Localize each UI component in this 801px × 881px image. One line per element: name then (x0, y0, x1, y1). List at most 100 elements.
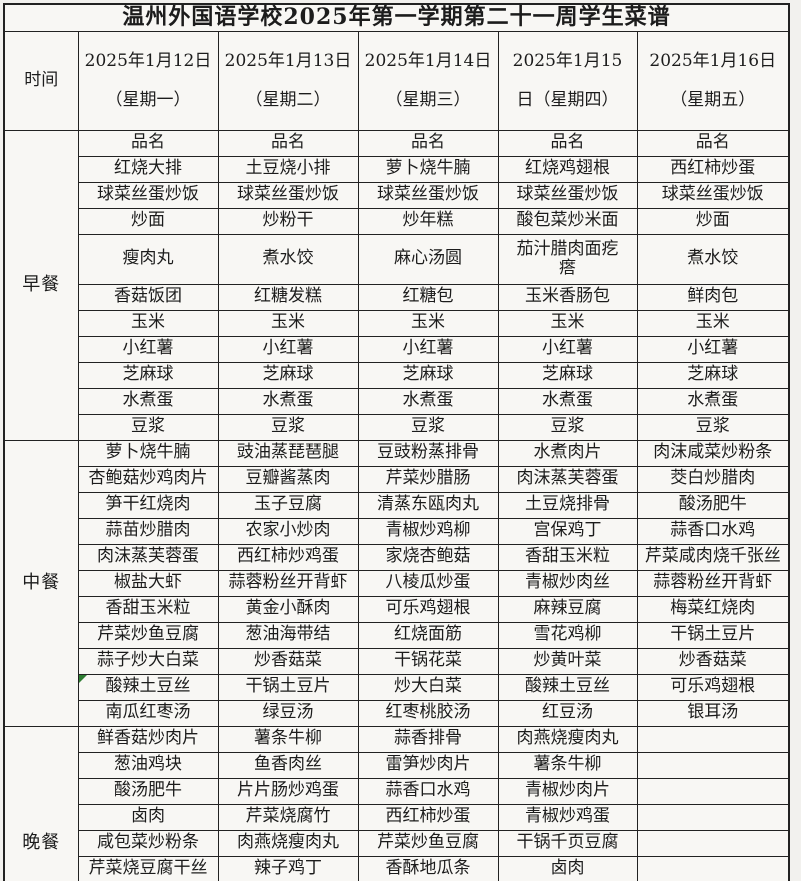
menu-cell: 豆浆 (77, 413, 219, 441)
menu-cell: 芝麻球 (77, 361, 219, 389)
product-name-header: 品名 (357, 129, 499, 157)
menu-cell: 蒜香口水鸡 (357, 777, 499, 805)
menu-row: 水煮蛋 水煮蛋 水煮蛋 水煮蛋 水煮蛋 (4, 387, 790, 415)
menu-row: 芹菜炒鱼豆腐 葱油海带结 红烧面筋 雪花鸡柳 干锅土豆片 (4, 621, 790, 649)
menu-cell: 清蒸东瓯肉丸 (357, 491, 499, 519)
day-weekday: （星期二） (245, 89, 331, 110)
menu-cell: 玉子豆腐 (217, 491, 359, 519)
menu-cell: 雷笋炒肉片 (357, 751, 499, 779)
menu-cell: 萝卜烧牛腩 (357, 155, 499, 183)
day-weekday: 日（星期四） (516, 89, 619, 110)
menu-cell: 豆浆 (357, 413, 499, 441)
menu-cell: 芹菜炒鱼豆腐 (357, 829, 499, 857)
menu-row: 杏鲍菇炒鸡肉片 豆瓣酱蒸肉 芹菜炒腊肠 肉沫蒸芙蓉蛋 茭白炒腊肉 (4, 465, 790, 493)
menu-cell: 豆浆 (497, 413, 638, 441)
menu-cell: 小红薯 (357, 335, 499, 363)
menu-cell: 水煮蛋 (636, 387, 790, 415)
menu-cell: 煮水饺 (636, 233, 790, 285)
menu-cell: 香甜玉米粒 (77, 595, 219, 623)
menu-cell: 玉米香肠包 (497, 283, 638, 311)
menu-cell: 红豆汤 (497, 699, 638, 727)
menu-row: 中餐 萝卜烧牛腩 豉油蒸琵琶腿 豆豉粉蒸排骨 水煮肉片 肉沫咸菜炒粉条 (3, 439, 790, 727)
menu-cell: 南瓜红枣汤 (77, 699, 219, 727)
day-date: 2025年1月13日 (224, 50, 352, 71)
menu-cell: 土豆烧排骨 (497, 491, 638, 519)
menu-row: 香甜玉米粒 黄金小酥肉 可乐鸡翅根 麻辣豆腐 梅菜红烧肉 (4, 595, 790, 623)
product-name-header: 品名 (77, 129, 219, 157)
menu-cell: 红烧大排 (77, 155, 219, 183)
menu-cell: 农家小炒肉 (217, 517, 359, 545)
menu-cell: 椒盐大虾 (77, 569, 219, 597)
day-date: 2025年1月16日 (649, 50, 777, 71)
menu-row: 酸汤肥牛 片片肠炒鸡蛋 蒜香口水鸡 青椒炒肉片 (4, 777, 790, 805)
menu-cell: 豆瓣酱蒸肉 (217, 465, 359, 493)
menu-cell (636, 803, 790, 831)
menu-cell: 可乐鸡翅根 (357, 595, 499, 623)
menu-cell: 杏鲍菇炒鸡肉片 (77, 465, 219, 493)
menu-cell: 萝卜烧牛腩 (77, 439, 219, 467)
page-title: 温州外国语学校2025年第一学期第二十一周学生菜谱 (3, 3, 790, 32)
menu-cell: 酸汤肥牛 (77, 777, 219, 805)
menu-cell (636, 725, 790, 753)
menu-cell: 豆浆 (636, 413, 790, 441)
menu-cell: 芝麻球 (217, 361, 359, 389)
menu-cell: 卤肉 (497, 855, 638, 881)
menu-cell: 芝麻球 (497, 361, 638, 389)
header-row: 时间 2025年1月12日 （星期一） 2025年1月13日 （星期二） 202… (3, 31, 790, 131)
menu-row: 蒜子炒大白菜 炒香菇菜 干锅花菜 炒黄叶菜 炒香菇菜 (4, 647, 790, 675)
menu-cell: 球菜丝蛋炒饭 (77, 181, 219, 209)
meal-label-dinner: 晚餐 (3, 725, 79, 881)
menu-cell: 玉米 (497, 309, 638, 337)
menu-cell: 干锅土豆片 (636, 621, 790, 649)
cell-comment-marker-icon (79, 675, 87, 683)
menu-row: 酸辣土豆丝 干锅土豆片 炒大白菜 酸辣土豆丝 可乐鸡翅根 (4, 673, 790, 701)
menu-cell: 炒香菇菜 (636, 647, 790, 675)
menu-cell: 麻心汤圆 (357, 233, 499, 285)
menu-cell: 球菜丝蛋炒饭 (217, 181, 359, 209)
menu-cell: 炒面 (636, 207, 790, 235)
menu-cell: 八棱瓜炒蛋 (357, 569, 499, 597)
menu-cell: 干锅花菜 (357, 647, 499, 675)
menu-body: 温州外国语学校2025年第一学期第二十一周学生菜谱 时间 2025年1月12日 … (3, 3, 790, 881)
menu-cell: 蒜子炒大白菜 (77, 647, 219, 675)
menu-cell: 茭白炒腊肉 (636, 465, 790, 493)
menu-cell: 酸辣土豆丝 (77, 673, 219, 701)
menu-row: 红烧大排 土豆烧小排 萝卜烧牛腩 红烧鸡翅根 西红柿炒蛋 (4, 155, 790, 183)
day-header-friday: 2025年1月16日 （星期五） (636, 31, 790, 131)
menu-cell: 蒜香排骨 (357, 725, 499, 753)
menu-cell: 雪花鸡柳 (497, 621, 638, 649)
day-date: 2025年1月14日 (364, 50, 492, 71)
day-header-monday: 2025年1月12日 （星期一） (77, 31, 219, 131)
menu-cell: 炒黄叶菜 (497, 647, 638, 675)
menu-cell: 芝麻球 (636, 361, 790, 389)
menu-cell: 水煮蛋 (497, 387, 638, 415)
menu-cell: 酸辣土豆丝 (497, 673, 638, 701)
menu-cell: 香菇饭团 (77, 283, 219, 311)
menu-cell: 香酥地瓜条 (357, 855, 499, 881)
menu-cell: 片片肠炒鸡蛋 (217, 777, 359, 805)
menu-cell: 鲜香菇炒肉片 (77, 725, 219, 753)
menu-cell: 小红薯 (217, 335, 359, 363)
menu-cell: 炒年糕 (357, 207, 499, 235)
product-name-header: 品名 (636, 129, 790, 157)
menu-cell: 水煮肉片 (497, 439, 638, 467)
menu-row: 笋干红烧肉 玉子豆腐 清蒸东瓯肉丸 土豆烧排骨 酸汤肥牛 (4, 491, 790, 519)
menu-row: 蒜苗炒腊肉 农家小炒肉 青椒炒鸡柳 宫保鸡丁 蒜香口水鸡 (4, 517, 790, 545)
menu-cell: 小红薯 (77, 335, 219, 363)
menu-cell: 青椒炒肉片 (497, 777, 638, 805)
menu-row: 球菜丝蛋炒饭 球菜丝蛋炒饭 球菜丝蛋炒饭 球菜丝蛋炒饭 球菜丝蛋炒饭 (4, 181, 790, 209)
menu-cell: 芹菜炒腊肠 (357, 465, 499, 493)
menu-cell: 玉米 (217, 309, 359, 337)
menu-cell: 芝麻球 (357, 361, 499, 389)
menu-cell: 肉燕烧瘦肉丸 (217, 829, 359, 857)
menu-cell: 家烧杏鲍菇 (357, 543, 499, 571)
menu-cell: 肉沫蒸芙蓉蛋 (77, 543, 219, 571)
menu-cell: 炒香菇菜 (217, 647, 359, 675)
product-row: 早餐 品名 品名 品名 品名 品名 (3, 129, 790, 441)
menu-cell: 肉燕烧瘦肉丸 (497, 725, 638, 753)
product-name-header: 品名 (217, 129, 359, 157)
menu-cell: 炒粉干 (217, 207, 359, 235)
menu-cell (636, 829, 790, 857)
day-weekday: （星期五） (670, 89, 756, 110)
menu-row: 瘦肉丸 煮水饺 麻心汤圆 茄汁腊肉面疙 瘩煮水饺 (4, 233, 790, 285)
